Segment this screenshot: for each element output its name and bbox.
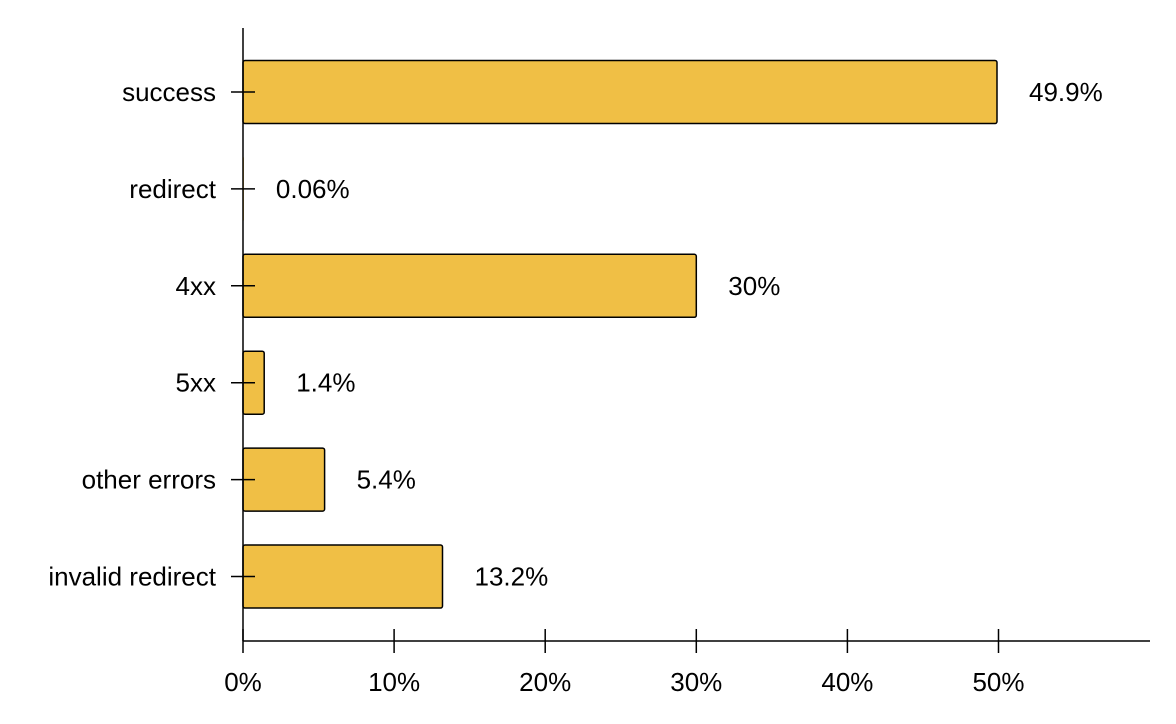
- bar-invalid-redirect: [242, 544, 444, 609]
- x-tick-label: 20%: [519, 667, 571, 697]
- category-label: invalid redirect: [48, 562, 216, 592]
- category-label: 4xx: [176, 271, 216, 301]
- value-label: 0.06%: [276, 174, 350, 204]
- category-label: success: [122, 77, 216, 107]
- bar-other-errors: [242, 447, 326, 512]
- category-label: 5xx: [176, 368, 216, 398]
- value-label: 5.4%: [357, 465, 416, 495]
- bar-success: [242, 59, 998, 125]
- category-label: other errors: [82, 465, 216, 495]
- labels-layer: success 49.9% redirect 0.06% 4xx 30% 5xx 1.4% ot…: [48, 77, 1102, 697]
- axes-layer: [231, 28, 1150, 653]
- value-label: 1.4%: [296, 368, 355, 398]
- bars-layer: [242, 59, 998, 609]
- bar-4xx: [242, 253, 698, 319]
- x-tick-label: 50%: [972, 667, 1024, 697]
- x-tick-label: 0%: [224, 667, 262, 697]
- category-label: redirect: [129, 174, 216, 204]
- value-label: 30%: [728, 271, 780, 301]
- x-tick-label: 10%: [368, 667, 420, 697]
- x-tick-label: 30%: [670, 667, 722, 697]
- value-label: 49.9%: [1029, 77, 1103, 107]
- value-label: 13.2%: [475, 562, 549, 592]
- x-tick-label: 40%: [821, 667, 873, 697]
